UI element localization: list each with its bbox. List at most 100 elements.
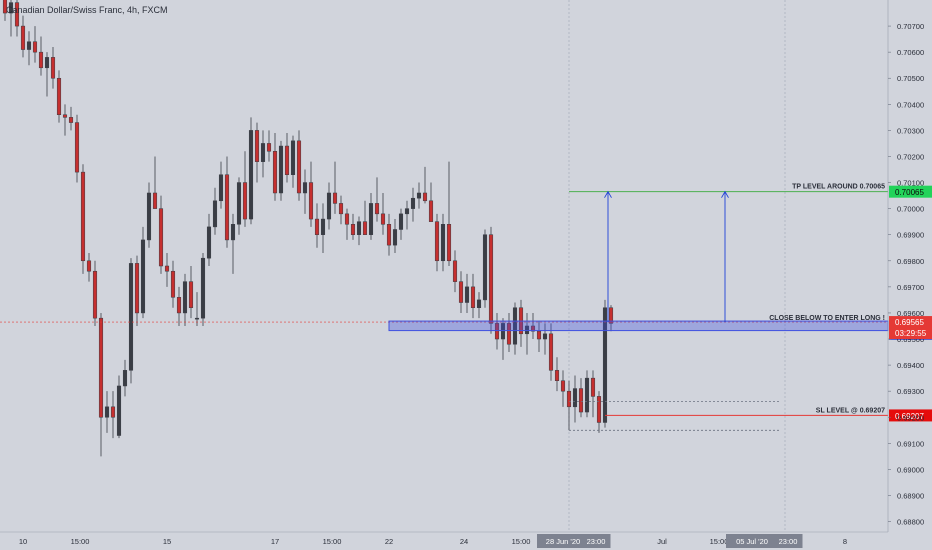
candle[interactable] (98, 312, 104, 457)
candle-body-bull[interactable] (146, 192, 152, 241)
candle[interactable] (506, 312, 512, 353)
candle[interactable] (578, 378, 584, 418)
candle[interactable] (260, 130, 266, 178)
candle[interactable] (50, 46, 56, 89)
candle[interactable] (152, 156, 158, 209)
candle-body-bear[interactable] (560, 380, 566, 392)
candle[interactable] (344, 208, 350, 240)
candle-body-bear[interactable] (554, 370, 560, 381)
candle-body-bull[interactable] (392, 229, 398, 246)
candle-body-bull[interactable] (524, 325, 530, 335)
candle-body-bull[interactable] (368, 203, 374, 235)
candle[interactable] (308, 161, 314, 227)
candle-body-bear[interactable] (176, 297, 182, 314)
candle-body-bull[interactable] (236, 182, 242, 225)
candle[interactable] (284, 133, 290, 183)
candle-body-bull[interactable] (290, 140, 296, 175)
candle[interactable] (350, 213, 356, 240)
candle[interactable] (158, 195, 164, 274)
candle[interactable] (314, 203, 320, 248)
candle-body-bear[interactable] (284, 145, 290, 175)
candle-body-bull[interactable] (584, 377, 590, 413)
candle[interactable] (176, 286, 182, 326)
candle-body-bear[interactable] (32, 41, 38, 53)
candle[interactable] (248, 117, 254, 225)
candle[interactable] (428, 182, 434, 222)
candle[interactable] (566, 380, 572, 431)
candle-body-bull[interactable] (320, 218, 326, 235)
candle-body-bear[interactable] (458, 281, 464, 303)
candle[interactable] (326, 182, 332, 230)
candle-body-bull[interactable] (278, 145, 284, 194)
candle[interactable] (548, 323, 554, 381)
candle[interactable] (122, 359, 128, 397)
candle[interactable] (164, 252, 170, 287)
candle-body-bull[interactable] (602, 307, 608, 423)
candle[interactable] (500, 318, 506, 360)
candle[interactable] (392, 219, 398, 253)
candle[interactable] (560, 370, 566, 407)
candle[interactable] (290, 135, 296, 188)
candle[interactable] (296, 130, 302, 201)
candle-body-bear[interactable] (566, 390, 572, 408)
candle-body-bear[interactable] (38, 51, 44, 69)
candle-body-bull[interactable] (194, 317, 200, 320)
candle-body-bear[interactable] (254, 130, 260, 162)
candle[interactable] (134, 255, 140, 326)
candle-body-bear[interactable] (608, 307, 614, 324)
candle[interactable] (512, 302, 518, 355)
candle-body-bear[interactable] (110, 406, 116, 418)
candle[interactable] (596, 391, 602, 433)
candle[interactable] (68, 106, 74, 131)
candle[interactable] (2, 0, 8, 21)
candle[interactable] (170, 260, 176, 308)
candle-body-bear[interactable] (380, 213, 386, 225)
candle-body-bear[interactable] (62, 114, 68, 118)
candle[interactable] (440, 213, 446, 272)
candle[interactable] (206, 213, 212, 266)
candle-body-bear[interactable] (374, 203, 380, 215)
candle-body-bear[interactable] (68, 117, 74, 123)
candle[interactable] (230, 213, 236, 274)
candle[interactable] (476, 292, 482, 319)
candle-body-bear[interactable] (308, 182, 314, 220)
candle[interactable] (224, 156, 230, 248)
candle[interactable] (362, 200, 368, 235)
candle-body-bull[interactable] (260, 143, 266, 162)
candle[interactable] (80, 164, 86, 274)
candle[interactable] (584, 370, 590, 418)
candle[interactable] (416, 182, 422, 209)
candle-body-bull[interactable] (218, 174, 224, 202)
candle[interactable] (422, 166, 428, 204)
candle-body-bull[interactable] (26, 41, 32, 50)
candle[interactable] (554, 357, 560, 392)
candle-body-bear[interactable] (488, 234, 494, 324)
candle-body-bull[interactable] (572, 388, 578, 408)
candle-body-bear[interactable] (596, 396, 602, 423)
candle-body-bear[interactable] (224, 174, 230, 241)
candle-body-bear[interactable] (296, 140, 302, 194)
candle-body-bull[interactable] (410, 197, 416, 209)
candle[interactable] (374, 177, 380, 222)
candle-body-bull[interactable] (542, 333, 548, 340)
candle-body-bear[interactable] (530, 325, 536, 332)
candle[interactable] (524, 312, 530, 355)
candle[interactable] (482, 229, 488, 308)
candle-body-bear[interactable] (314, 218, 320, 235)
candle[interactable] (86, 252, 92, 282)
candle[interactable] (194, 292, 200, 326)
candle[interactable] (320, 203, 326, 253)
candle[interactable] (278, 140, 284, 201)
candle-body-bull[interactable] (128, 263, 134, 371)
candle-body-bear[interactable] (74, 122, 80, 173)
candle-body-bear[interactable] (266, 143, 272, 152)
levels-layer[interactable]: TP LEVEL AROUND 0.70065 CLOSE BELOW TO EN… (0, 184, 889, 431)
candle-body-bull[interactable] (248, 130, 254, 220)
candle[interactable] (212, 187, 218, 235)
candle-body-bull[interactable] (206, 226, 212, 259)
candle-body-bear[interactable] (506, 323, 512, 345)
candle[interactable] (356, 216, 362, 246)
candle-body-bull[interactable] (500, 323, 506, 340)
candle[interactable] (404, 200, 410, 230)
